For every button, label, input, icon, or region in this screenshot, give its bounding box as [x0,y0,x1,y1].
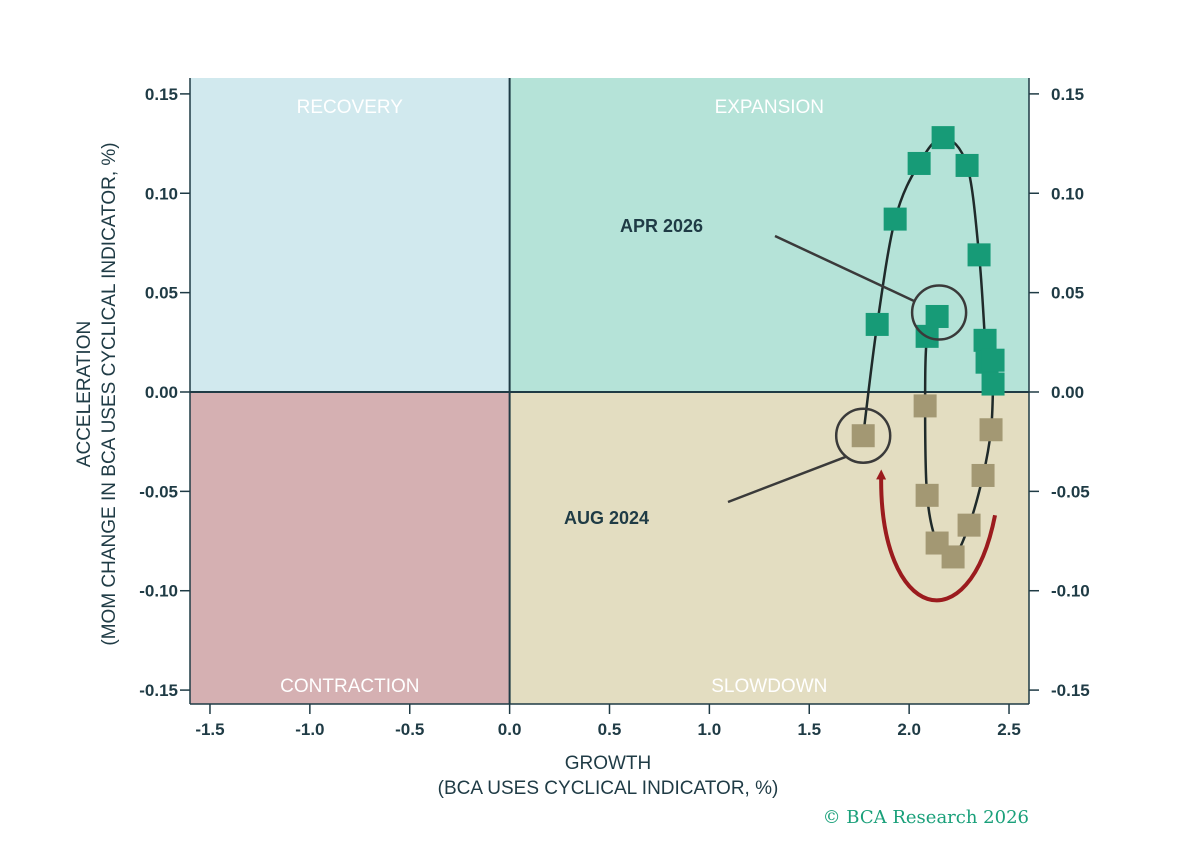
quadrant-label-recovery: RECOVERY [297,97,404,118]
highlight-circle-aug-2024 [834,407,892,464]
copyright-text: © BCA Research 2026 [823,807,1029,828]
data-point [913,394,937,418]
x-tick-label: -0.5 [395,720,424,739]
y-tick-label-right: 0.00 [1051,383,1084,402]
annotations: APR 2026 AUG 2024 [564,216,968,528]
data-point [967,243,991,267]
data-point [971,463,995,487]
x-tick-label: 2.5 [997,720,1021,739]
y-tick-label-right: 0.10 [1051,184,1084,203]
y-tick-label-left: -0.05 [139,482,178,501]
data-series [851,126,1005,603]
x-tick-label: 1.0 [698,720,722,739]
y-axis-subtitle: (MOM CHANGE IN BCA USES CYCLICAL INDICAT… [99,142,120,645]
y-tick-label-left: -0.10 [139,582,178,601]
x-tick-label: -1.0 [295,720,324,739]
leader-line-apr-2026 [774,234,916,303]
data-point [851,424,875,448]
data-point [925,531,949,555]
trend-arrow [876,469,998,603]
y-tick-label-left: 0.15 [145,85,178,104]
y-tick-label-right: 0.15 [1051,85,1084,104]
quadrant-label-expansion: EXPANSION [715,97,824,118]
y-tick-label-left: 0.10 [145,184,178,203]
data-point [907,151,931,175]
y-tick-label-left: 0.05 [145,284,178,303]
y-axis-title: ACCELERATION [74,321,95,467]
quadrant-contraction [190,391,510,704]
quadrant-labels: RECOVERY EXPANSION CONTRACTION SLOWDOWN [280,97,827,697]
data-point [915,483,939,507]
y-tick-label-right: -0.15 [1051,681,1090,700]
data-point [981,348,1005,372]
data-point [981,372,1005,396]
y-tick-label-left: -0.15 [139,681,178,700]
x-tick-label: 0.5 [598,720,622,739]
quadrant-recovery [190,78,510,392]
x-tick-label: 1.5 [797,720,821,739]
data-point [931,126,955,150]
highlight-circle-apr-2026 [910,284,968,341]
quadrant-label-slowdown: SLOWDOWN [711,676,827,697]
quadrant-expansion [509,78,1030,392]
x-axis-subtitle: (BCA USES CYCLICAL INDICATOR, %) [438,778,779,799]
leader-line-aug-2024 [727,455,847,504]
data-point [865,312,889,336]
tick-labels: 0.15 0.15 0.10 0.10 0.05 0.05 0.00 0.00 -0.05 -0.… [139,85,1090,739]
data-point [973,328,997,352]
y-tick-label-right: 0.05 [1051,284,1084,303]
annotation-aug-2024: AUG 2024 [564,508,649,528]
data-point [955,153,979,177]
data-point [979,418,1003,442]
annotation-apr-2026: APR 2026 [620,216,703,236]
x-axis-title: GROWTH [565,753,652,774]
quadrant-label-contraction: CONTRACTION [280,676,419,697]
x-tick-label: 2.0 [897,720,921,739]
data-point [925,304,949,328]
y-tick-label-right: -0.10 [1051,582,1090,601]
data-point [883,207,907,231]
x-tick-label: 0.0 [498,720,522,739]
y-tick-label-right: -0.05 [1051,482,1090,501]
data-point [957,513,981,537]
y-tick-label-left: 0.00 [145,383,178,402]
x-tick-label: -1.5 [195,720,224,739]
